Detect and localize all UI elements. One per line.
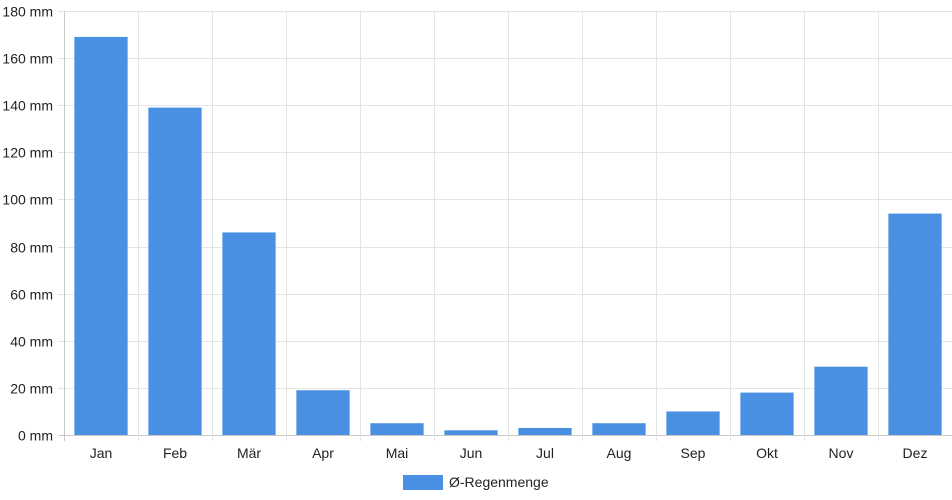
bar-mai[interactable] [370, 423, 424, 435]
grid-lines [58, 11, 952, 441]
x-tick-label: Dez [903, 445, 928, 461]
x-tick-label: Nov [829, 445, 854, 461]
x-tick-label: Mai [386, 445, 409, 461]
x-tick-label: Mär [237, 445, 261, 461]
legend[interactable]: Ø-Regenmenge [403, 472, 549, 492]
y-tick-label: 40 mm [10, 334, 53, 350]
x-tick-label: Jul [536, 445, 554, 461]
legend-swatch [403, 474, 443, 490]
y-tick-label: 60 mm [10, 287, 53, 303]
bar-sep[interactable] [666, 411, 720, 435]
bar-aug[interactable] [592, 423, 646, 435]
y-tick-label: 20 mm [10, 381, 53, 397]
bar-jun[interactable] [444, 430, 498, 435]
y-tick-label: 0 mm [18, 428, 53, 444]
bar-mär[interactable] [222, 232, 276, 435]
bar-okt[interactable] [740, 392, 794, 435]
bar-nov[interactable] [814, 366, 868, 435]
bar-apr[interactable] [296, 390, 350, 435]
bar-jan[interactable] [74, 36, 128, 436]
y-tick-label: 100 mm [2, 192, 53, 208]
bars [74, 36, 942, 436]
y-tick-label: 180 mm [2, 4, 53, 20]
x-tick-label: Jun [460, 445, 483, 461]
bar-feb[interactable] [148, 107, 202, 436]
x-tick-label: Feb [163, 445, 187, 461]
x-tick-label: Apr [312, 445, 334, 461]
x-tick-label: Okt [756, 445, 778, 461]
bar-jul[interactable] [518, 427, 572, 435]
x-tick-label: Sep [681, 445, 706, 461]
y-tick-label: 80 mm [10, 240, 53, 256]
x-tick-label: Aug [607, 445, 632, 461]
y-tick-label: 140 mm [2, 98, 53, 114]
bar-dez[interactable] [888, 213, 942, 435]
y-tick-label: 120 mm [2, 145, 53, 161]
x-axis: Jan Feb Mär Apr Mai Jun Jul Aug Sep Okt Nov Dez [90, 445, 928, 461]
x-tick-label: Jan [90, 445, 113, 461]
legend-label: Ø-Regenmenge [449, 474, 549, 490]
y-tick-label: 160 mm [2, 51, 53, 67]
y-axis: 0 mm 20 mm 40 mm 60 mm 80 mm 100 mm 120 mm 140 … [2, 4, 53, 444]
